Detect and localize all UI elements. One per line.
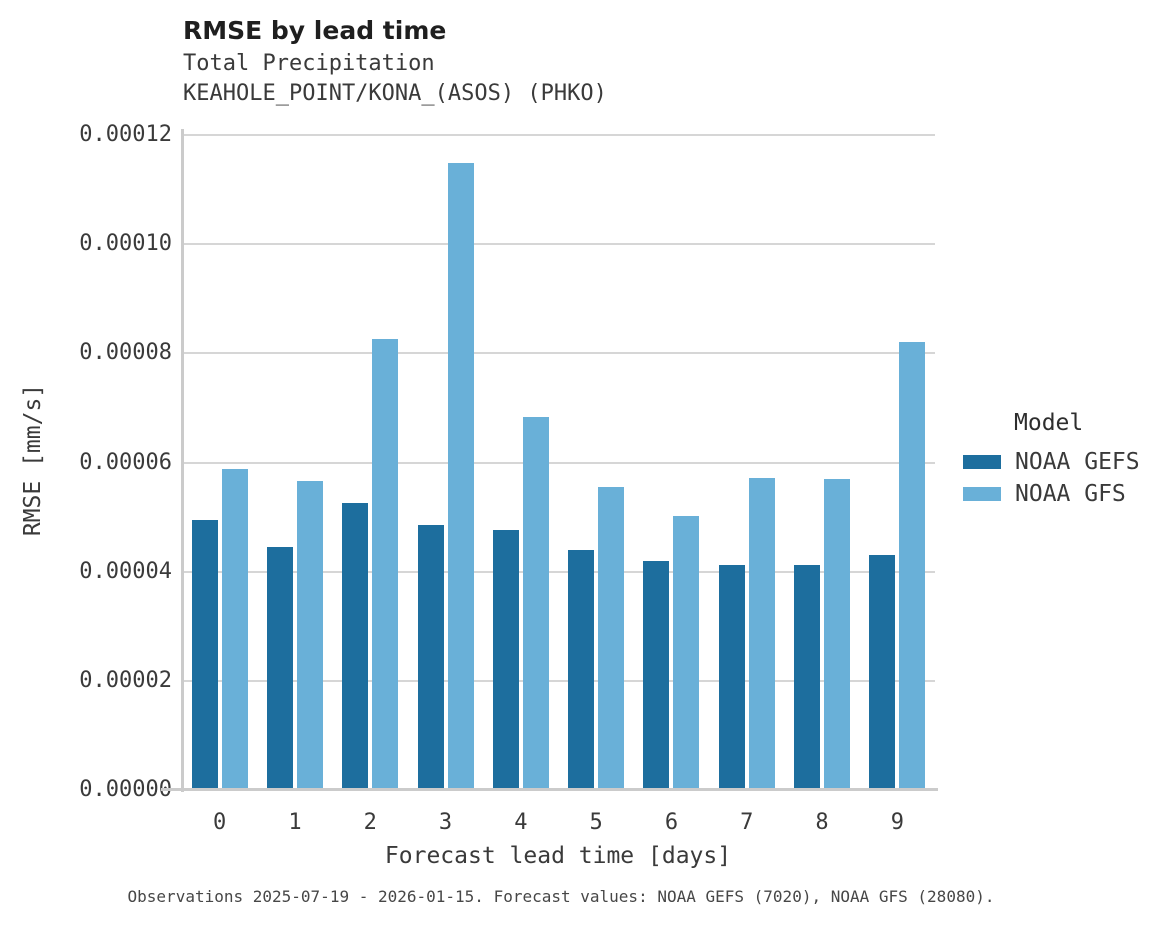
x-tick-label: 1: [288, 810, 302, 835]
legend-swatch-icon: [963, 487, 1001, 501]
legend-swatch-icon: [963, 455, 1001, 469]
gridline: [182, 570, 935, 573]
bar-noaa-gfs-day-2: [372, 339, 399, 788]
x-tick-label: 8: [815, 810, 829, 835]
bar-noaa-gefs-day-3: [417, 525, 444, 788]
x-tick-label: 0: [213, 810, 227, 835]
legend-label: NOAA GFS: [1015, 481, 1126, 507]
legend: NOAA GEFS NOAA GFS: [963, 446, 1140, 510]
x-tick-label: 4: [514, 810, 528, 835]
chart-subtitle-station: KEAHOLE_POINT/KONA_(ASOS) (PHKO): [183, 81, 607, 106]
y-tick-label: 0.00006: [79, 449, 172, 475]
x-tick-label: 9: [890, 810, 904, 835]
bar-noaa-gfs-day-5: [598, 487, 625, 788]
y-tick-label: 0.00010: [79, 231, 172, 257]
bar-noaa-gfs-day-8: [824, 478, 851, 788]
bar-noaa-gfs-day-3: [447, 163, 474, 788]
bar-noaa-gefs-day-6: [643, 561, 670, 788]
x-tick-label: 7: [740, 810, 754, 835]
bar-noaa-gefs-day-1: [266, 547, 293, 788]
gridline: [182, 243, 935, 246]
bar-noaa-gefs-day-5: [568, 549, 595, 788]
legend-item-noaa-gefs: NOAA GEFS: [963, 446, 1140, 478]
observations-caption: Observations 2025-07-19 - 2026-01-15. Fo…: [127, 887, 995, 906]
legend-item-noaa-gfs: NOAA GFS: [963, 478, 1140, 510]
y-tick-label: 0.00000: [79, 777, 172, 802]
bar-noaa-gfs-day-1: [296, 481, 323, 788]
x-tick-label: 3: [438, 810, 453, 835]
bar-noaa-gfs-day-0: [221, 469, 248, 788]
bar-noaa-gfs-day-7: [748, 478, 775, 788]
bar-noaa-gfs-day-6: [673, 515, 700, 788]
bar-noaa-gefs-day-8: [794, 565, 821, 788]
gridline: [182, 679, 935, 682]
legend-title: Model: [1014, 410, 1084, 436]
x-axis-line: [161, 788, 938, 791]
y-tick-label: 0.00002: [79, 667, 172, 693]
bar-noaa-gefs-day-4: [492, 530, 519, 788]
bar-noaa-gfs-day-4: [522, 417, 549, 788]
bar-noaa-gefs-day-2: [342, 502, 369, 788]
x-tick-label: 5: [589, 810, 603, 835]
legend-label: NOAA GEFS: [1015, 449, 1140, 475]
gridline: [182, 352, 935, 355]
x-axis-label: Forecast lead time [days]: [384, 843, 732, 869]
bar-noaa-gefs-day-7: [718, 565, 745, 788]
y-tick-label: 0.00004: [79, 558, 172, 584]
y-tick-label: 0.00008: [79, 340, 172, 366]
chart-title: RMSE by lead time: [183, 16, 447, 45]
bar-noaa-gfs-day-9: [899, 342, 926, 788]
y-axis-line: [181, 129, 184, 792]
gridline: [182, 461, 935, 464]
x-tick-label: 6: [664, 810, 679, 835]
bar-noaa-gefs-day-9: [869, 555, 896, 788]
chart-subtitle-variable: Total Precipitation: [183, 51, 435, 76]
y-tick-label: 0.00012: [79, 122, 172, 147]
bar-noaa-gefs-day-0: [191, 519, 218, 788]
gridline: [182, 134, 935, 136]
x-tick-label: 2: [363, 810, 377, 835]
